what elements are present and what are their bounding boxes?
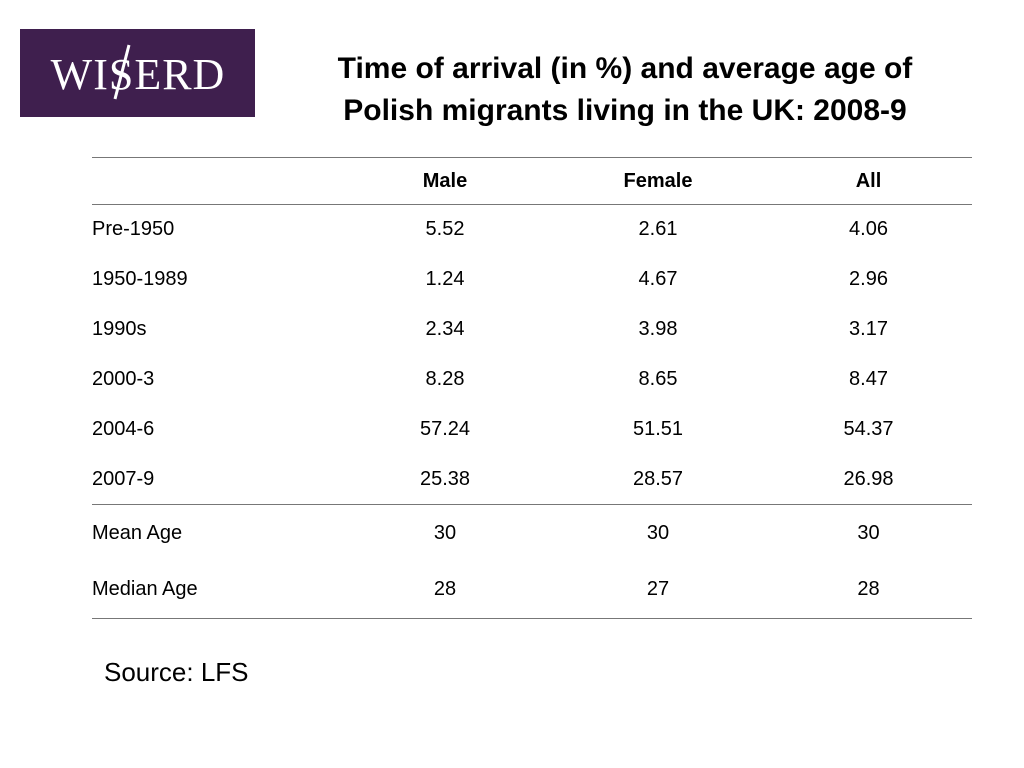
logo-slash	[113, 44, 130, 100]
cell-female: 27	[646, 578, 670, 601]
row-label: 1950-1989	[92, 268, 188, 290]
cell-all: 8.47	[849, 368, 888, 390]
table-row: Pre-1950 5.52 2.61 4.06	[92, 205, 972, 255]
cell-male: 8.28	[425, 368, 465, 390]
table-row: 2007-9 25.38 28.57 26.98	[92, 455, 972, 505]
table-header: Male Female All	[92, 157, 972, 205]
cell-male: 57.24	[419, 418, 471, 440]
table-row: 2000-3 8.28 8.65 8.47	[92, 355, 972, 405]
cell-all: 26.98	[843, 467, 894, 490]
cell-female: 30	[646, 521, 670, 544]
row-label: Median Age	[92, 578, 198, 601]
table-row: 1950-1989 1.24 4.67 2.96	[92, 255, 972, 305]
cell-female: 8.65	[638, 368, 678, 390]
title-line-1: Time of arrival (in %) and average age o…	[337, 52, 913, 85]
logo-text: WISERD	[50, 50, 225, 99]
row-label: Mean Age	[92, 521, 183, 544]
cell-male: 28	[433, 578, 457, 601]
age-rows: Mean Age 30 30 30 Median Age 28 27 28	[92, 505, 972, 619]
data-table: Male Female All Pre-1950 5.52 2.61 4.06 …	[92, 157, 972, 619]
header-row: Male Female All	[92, 157, 972, 205]
cell-male: 2.34	[425, 318, 465, 340]
header-female: Female	[623, 169, 693, 192]
cell-all: 2.96	[849, 268, 888, 290]
cell-all: 3.17	[849, 318, 888, 340]
title-line-2: Polish migrants living in the UK: 2008-9	[343, 94, 907, 127]
header-all: All	[855, 169, 882, 192]
cell-all: 4.06	[849, 218, 888, 241]
cell-female: 51.51	[632, 418, 684, 440]
row-label: 2000-3	[92, 368, 155, 390]
arrival-rows: Pre-1950 5.52 2.61 4.06 1950-1989 1.24 4…	[92, 205, 972, 505]
cell-male: 30	[433, 521, 457, 544]
table-row: 2004-6 57.24 51.51 54.37	[92, 405, 972, 455]
table-row: 1990s 2.34 3.98 3.17	[92, 305, 972, 355]
row-label: 1990s	[92, 318, 147, 340]
cell-male: 5.52	[425, 218, 465, 241]
wiserd-logo-mark: WISERD	[50, 44, 225, 100]
row-label: Pre-1950	[92, 218, 175, 241]
source-note: Source: LFS	[104, 657, 249, 687]
cell-male: 1.24	[425, 268, 465, 290]
header-male: Male	[422, 169, 468, 192]
cell-female: 3.98	[638, 318, 678, 340]
table-row: Mean Age 30 30 30	[92, 505, 972, 562]
row-label: 2004-6	[92, 418, 155, 440]
cell-all: 30	[857, 521, 880, 544]
cell-all: 54.37	[843, 418, 894, 440]
page-title: Time of arrival (in %) and average age o…	[280, 48, 970, 132]
table-row: Median Age 28 27 28	[92, 562, 972, 619]
cell-female: 4.67	[638, 268, 678, 290]
cell-female: 28.57	[632, 467, 684, 490]
cell-male: 25.38	[419, 467, 471, 490]
header-label-cell	[92, 158, 339, 205]
row-label: 2007-9	[92, 467, 155, 490]
wiserd-logo: WISERD	[20, 29, 255, 117]
cell-female: 2.61	[638, 218, 678, 241]
cell-all: 28	[857, 578, 880, 601]
